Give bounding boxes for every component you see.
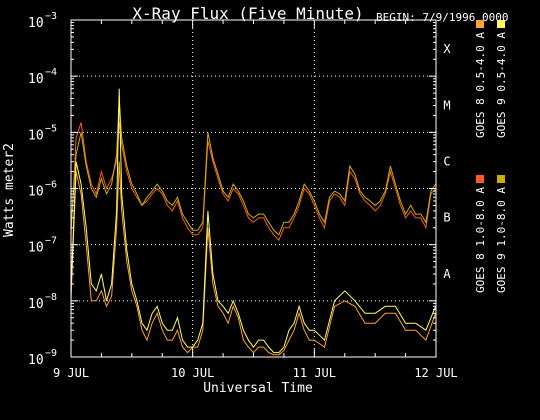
y-tick-exponent: −3: [45, 11, 57, 22]
y-tick-label: 10: [28, 185, 44, 200]
y-tick-label: 10: [28, 16, 44, 31]
flare-class-label: A: [443, 267, 451, 281]
legend-swatch: [497, 20, 505, 28]
y-tick-exponent: −6: [45, 180, 57, 191]
x-axis-label: Universal Time: [203, 381, 313, 396]
legend-swatch: [476, 20, 484, 28]
legend-swatch: [476, 175, 484, 183]
flare-class-label: B: [443, 211, 450, 225]
flare-class-label: C: [443, 154, 450, 168]
flare-class-label: X: [443, 42, 451, 56]
legend-swatch: [497, 175, 505, 183]
y-tick-exponent: −8: [45, 292, 57, 303]
y-tick-label: 10: [28, 241, 44, 256]
axis-ticks: [70, 19, 437, 358]
y-tick-labels: 10−310−410−510−610−710−810−9: [28, 11, 57, 368]
series-line: [70, 88, 437, 354]
y-tick-label: 10: [28, 128, 44, 143]
x-tick-label: 10 JUL: [171, 366, 214, 380]
series-layer: [70, 88, 437, 356]
y-axis-label: Watts meter2: [2, 143, 17, 237]
series-line: [70, 161, 437, 356]
legend-label: GOES 8 0.5-4.0 A: [474, 32, 487, 138]
y-tick-label: 10: [28, 72, 44, 87]
y-tick-label: 10: [28, 297, 44, 312]
x-tick-labels: 9 JUL 10 JUL 11 JUL 12 JUL: [53, 366, 458, 380]
legend-label: GOES 8 1.0-8.0 A: [474, 187, 487, 293]
flare-class-labels: X M C B A: [443, 42, 451, 281]
series-line: [70, 98, 437, 236]
y-tick-exponent: −7: [45, 236, 57, 247]
legend: GOES 8 0.5-4.0 A GOES 8 1.0-8.0 A GOES 9 0…: [474, 20, 508, 293]
legend-label: GOES 9 0.5-4.0 A: [495, 32, 508, 138]
begin-label: BEGIN: 7/9/1996 0000: [376, 11, 508, 24]
y-tick-exponent: −9: [45, 348, 57, 359]
chart-title: X-Ray Flux (Five Minute): [132, 4, 363, 23]
legend-label: GOES 9 1.0-8.0 A: [495, 187, 508, 293]
y-tick-label: 10: [28, 353, 44, 368]
x-tick-label: 11 JUL: [293, 366, 336, 380]
y-tick-exponent: −5: [45, 123, 57, 134]
y-tick-exponent: −4: [45, 67, 57, 78]
x-tick-label: 12 JUL: [414, 366, 457, 380]
series-line: [70, 122, 436, 242]
flare-class-label: M: [443, 98, 450, 112]
x-tick-label: 9 JUL: [53, 366, 89, 380]
